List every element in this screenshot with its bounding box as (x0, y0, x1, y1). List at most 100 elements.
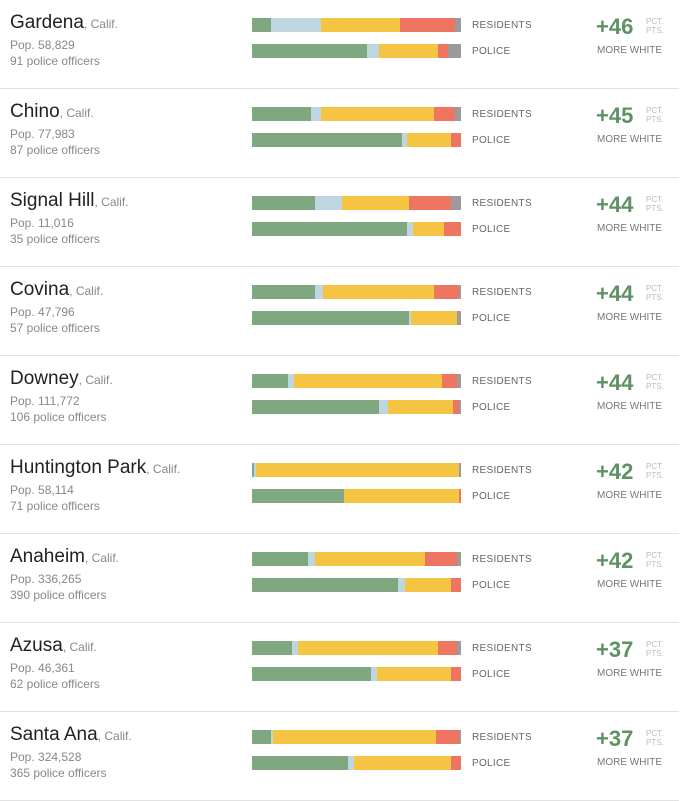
residents-segment-asian (314, 196, 342, 210)
unit-label: PCT. PTS. (646, 729, 664, 747)
residents-segment-asian (270, 730, 273, 744)
police-segment-hispanic (343, 489, 459, 503)
police-segment-asian (366, 44, 380, 58)
more-white-label: MORE WHITE (597, 490, 662, 501)
police-segment-asian (406, 222, 413, 236)
unit-label: PCT. PTS. (646, 284, 664, 302)
police-segment-asian (348, 756, 355, 770)
city-name-text: Downey (10, 368, 79, 389)
city-row: Chino, Calif. Pop. 77,983 87 police office… (0, 89, 679, 178)
residents-segment-white (252, 107, 311, 121)
population: Pop. 58,114 (10, 483, 74, 497)
residents-segment-other (458, 463, 461, 477)
residents-segment-other (458, 285, 461, 299)
unit-line-2: PTS. (646, 471, 664, 480)
state-abbrev: Calif. (101, 195, 129, 209)
city-row: Azusa, Calif. Pop. 46,361 62 police office… (0, 623, 679, 712)
state-abbrev: Calif. (152, 462, 181, 476)
police-segment-other (456, 311, 461, 325)
population: Pop. 324,528 (10, 750, 82, 764)
unit-line-1: PCT. (646, 640, 664, 649)
residents-segment-black (438, 641, 457, 655)
difference-value: +44 (596, 192, 634, 217)
city-row: Huntington Park, Calif. Pop. 58,114 71 pol… (0, 445, 679, 534)
police-label: POLICE (472, 135, 511, 146)
officer-count: 57 police officers (10, 321, 100, 335)
unit-label: PCT. PTS. (646, 195, 664, 213)
residents-segment-white (252, 374, 288, 388)
police-label: POLICE (472, 402, 511, 413)
residents-bar (252, 196, 461, 210)
officer-count: 87 police officers (10, 143, 100, 157)
unit-line-1: PCT. (646, 17, 664, 26)
city-name: Huntington Park, Calif. (10, 457, 180, 479)
population: Pop. 46,361 (10, 661, 75, 675)
residents-segment-white (252, 641, 292, 655)
unit-label: PCT. PTS. (646, 462, 664, 480)
difference-value: +46 (596, 14, 634, 39)
city-row: Gardena, Calif. Pop. 58,829 91 police offi… (0, 0, 679, 89)
police-segment-other (458, 400, 461, 414)
unit-label: PCT. PTS. (646, 106, 664, 124)
residents-segment-hispanic (320, 107, 434, 121)
residents-segment-black (435, 730, 459, 744)
difference-value: +37 (596, 637, 634, 662)
residents-segment-hispanic (297, 641, 438, 655)
residents-bar (252, 463, 461, 477)
unit-line-2: PTS. (646, 115, 664, 124)
population: Pop. 47,796 (10, 305, 75, 319)
more-white-label: MORE WHITE (597, 579, 662, 590)
residents-segment-other (456, 374, 461, 388)
police-segment-asian (408, 311, 411, 325)
population: Pop. 336,265 (10, 572, 82, 586)
state-label: , Calif. (146, 462, 181, 476)
state-abbrev: Calif. (69, 640, 97, 654)
population: Pop. 58,829 (10, 38, 75, 52)
residents-segment-other (454, 18, 461, 32)
city-name-text: Gardena (10, 12, 84, 33)
police-bar (252, 133, 461, 147)
more-white-label: MORE WHITE (597, 668, 662, 679)
difference-value: +42 (596, 548, 634, 573)
residents-segment-black (408, 196, 451, 210)
police-segment-hispanic (377, 667, 451, 681)
officer-count: 390 police officers (10, 588, 107, 602)
state-abbrev: Calif. (91, 551, 120, 565)
more-white-label: MORE WHITE (597, 45, 662, 56)
residents-segment-hispanic (293, 374, 443, 388)
residents-segment-white (252, 552, 309, 566)
city-row: Downey, Calif. Pop. 111,772 106 police off… (0, 356, 679, 445)
police-segment-white (252, 133, 403, 147)
police-label: POLICE (472, 313, 511, 324)
officer-count: 35 police officers (10, 232, 100, 246)
police-bar (252, 44, 461, 58)
police-label: POLICE (472, 758, 511, 769)
unit-line-2: PTS. (646, 738, 664, 747)
city-name-text: Azusa (10, 635, 63, 656)
police-segment-white (252, 667, 372, 681)
residents-segment-hispanic (341, 196, 409, 210)
residents-bar (252, 285, 461, 299)
police-segment-hispanic (387, 400, 453, 414)
unit-line-2: PTS. (646, 560, 664, 569)
state-abbrev: Calif. (104, 729, 132, 743)
residents-segment-other (458, 730, 461, 744)
police-label: POLICE (472, 580, 511, 591)
residents-segment-black (433, 107, 455, 121)
city-name-text: Anaheim (10, 546, 85, 567)
police-segment-black (450, 756, 461, 770)
residents-label: RESIDENTS (472, 732, 532, 743)
residents-bar (252, 107, 461, 121)
police-bar (252, 311, 461, 325)
residents-segment-other (456, 552, 461, 566)
residents-segment-hispanic (323, 285, 434, 299)
residents-label: RESIDENTS (472, 643, 532, 654)
unit-line-1: PCT. (646, 106, 664, 115)
residents-label: RESIDENTS (472, 287, 532, 298)
residents-segment-asian (254, 463, 257, 477)
city-row: Signal Hill, Calif. Pop. 11,016 35 police … (0, 178, 679, 267)
residents-bar (252, 374, 461, 388)
unit-label: PCT. PTS. (646, 17, 664, 35)
officer-count: 106 police officers (10, 410, 107, 424)
